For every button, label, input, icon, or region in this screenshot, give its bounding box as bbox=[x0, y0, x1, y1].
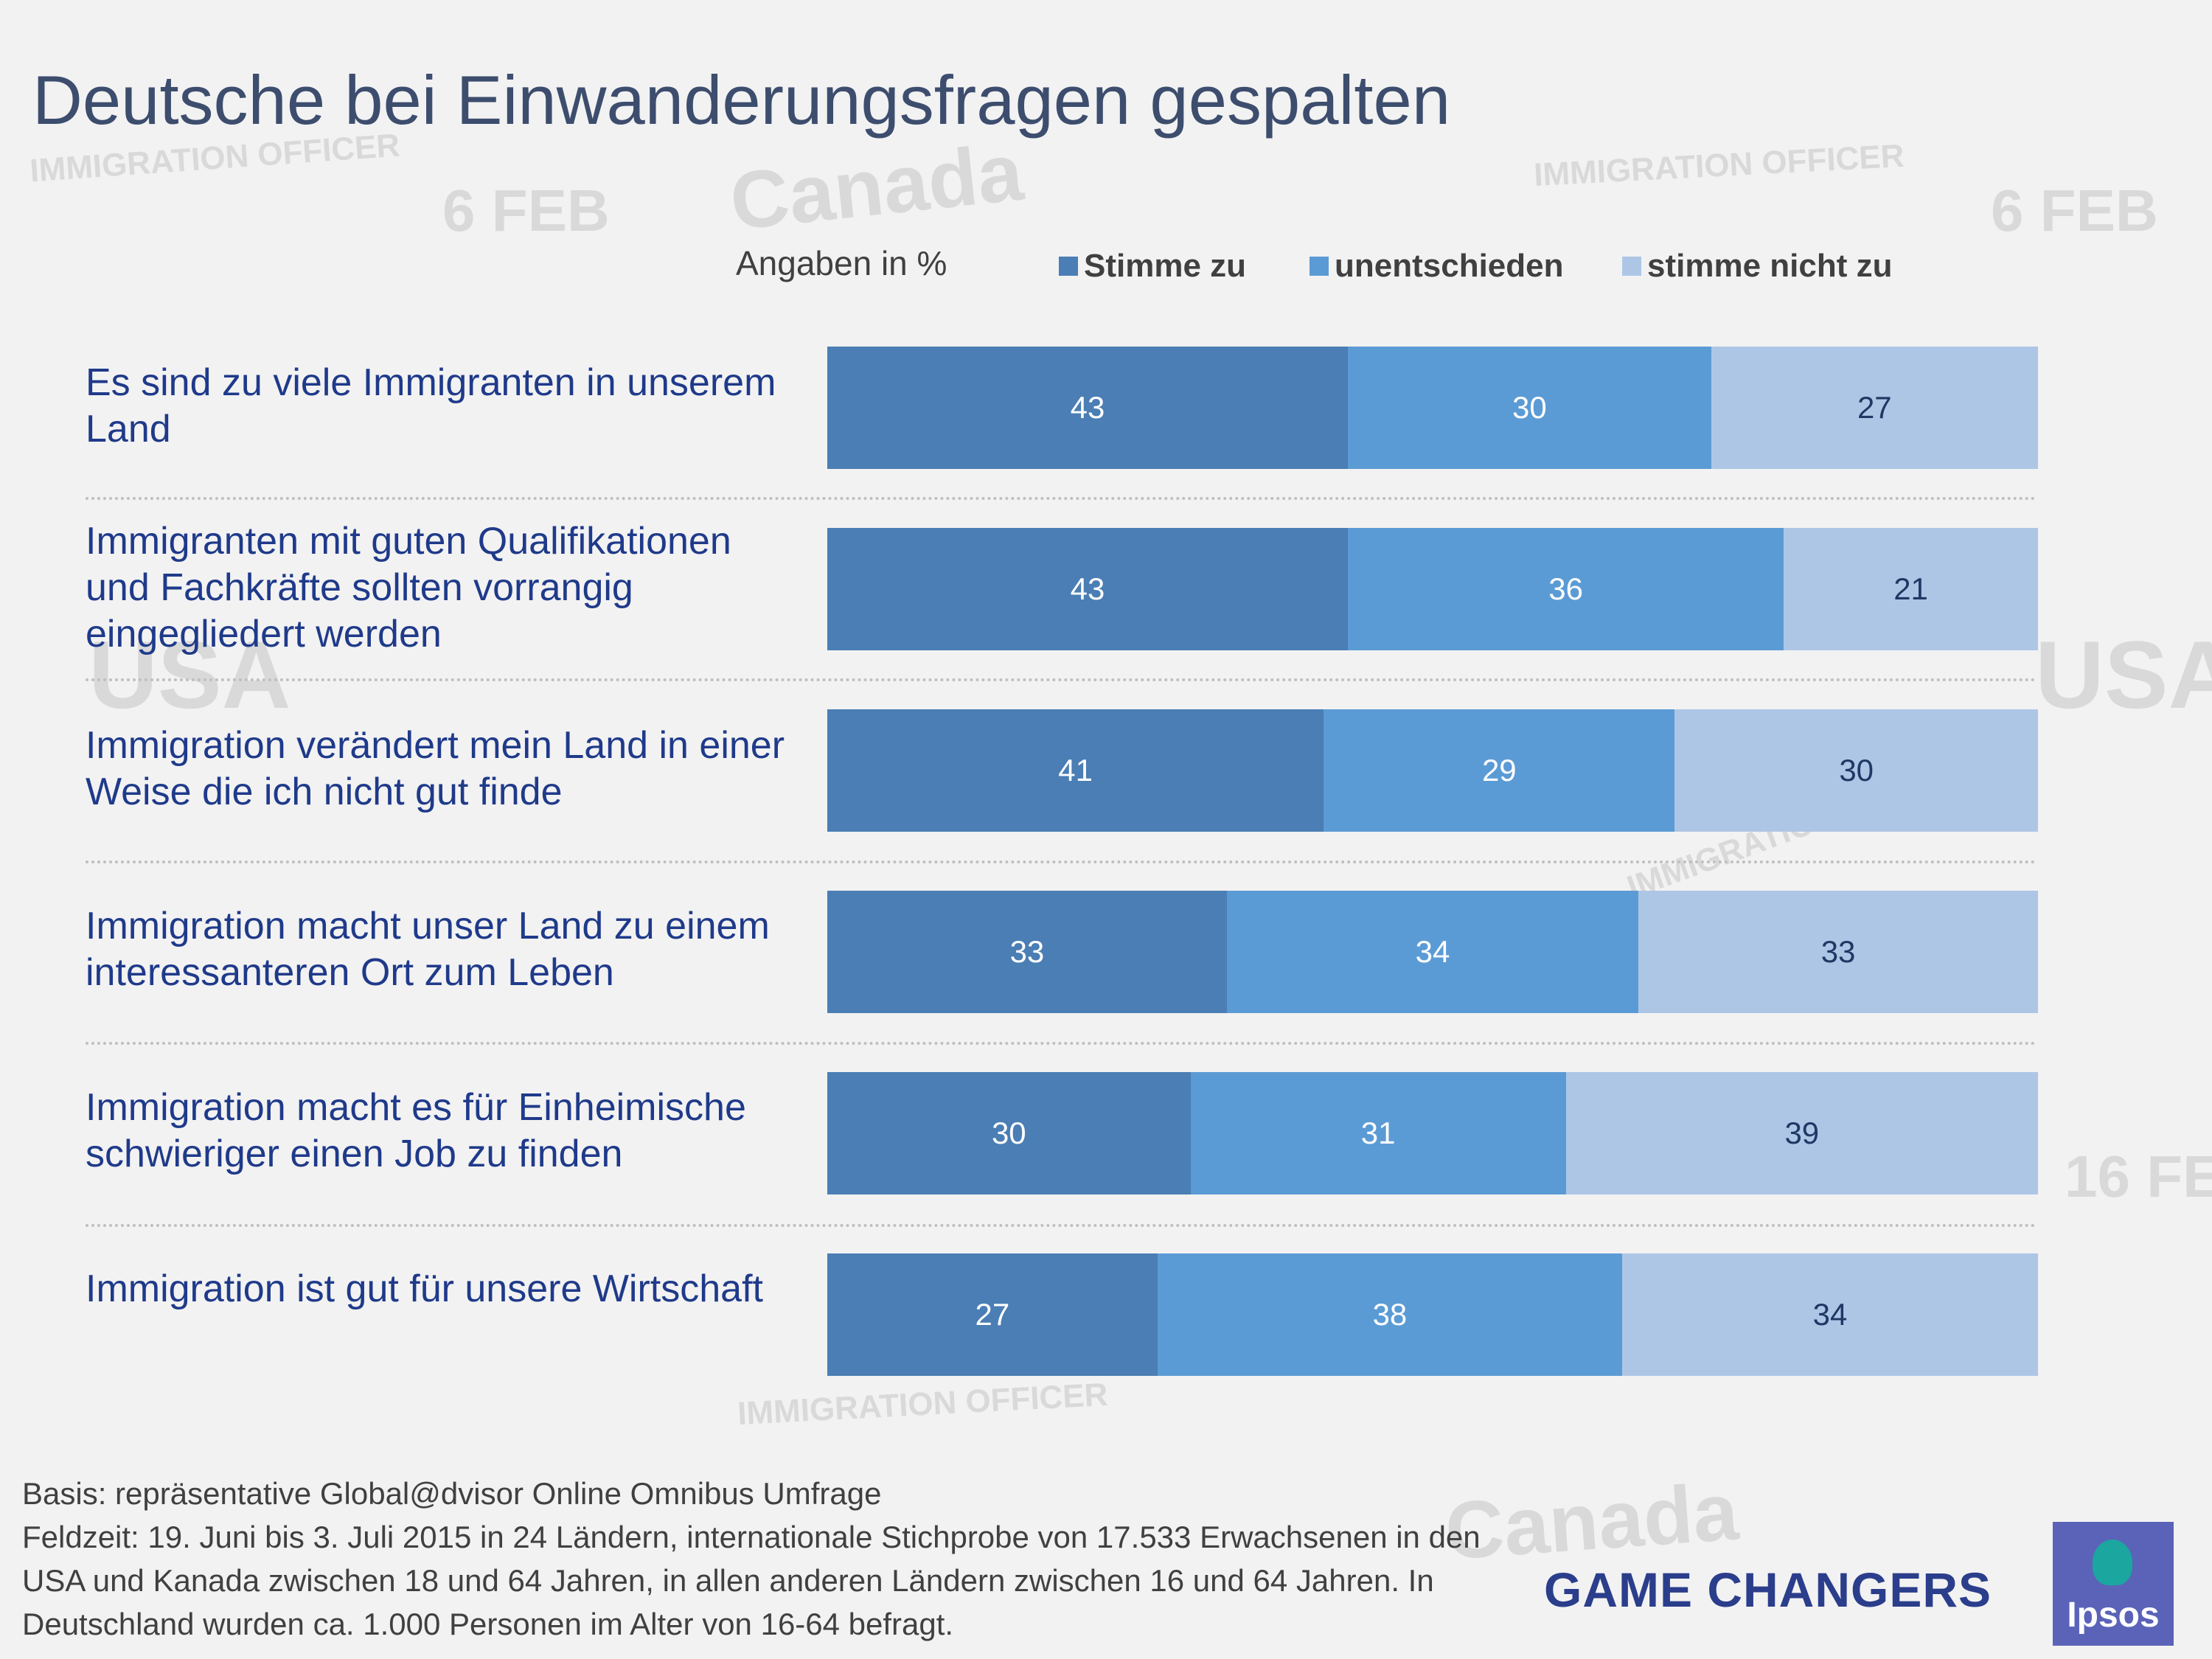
data-label: 30 bbox=[991, 1116, 1026, 1150]
legend-swatch-unentschieden bbox=[1310, 257, 1329, 276]
bar-segment-stimme-zu: 33 bbox=[827, 891, 1227, 1013]
bar-segment-unentschieden: 34 bbox=[1226, 891, 1639, 1013]
data-label: 27 bbox=[975, 1297, 1010, 1332]
data-label: 41 bbox=[1058, 753, 1093, 787]
legend-label-unentschieden: unentschieden bbox=[1335, 248, 1564, 284]
bar-segment-stimme-zu: 30 bbox=[827, 1072, 1191, 1194]
bar-row: 27 38 34 bbox=[827, 1253, 2038, 1376]
row-separator bbox=[86, 1042, 2037, 1045]
background-stamp-decoration: IMMIGRATION OFFICER bbox=[737, 1376, 1109, 1433]
bar-segment-unentschieden: 29 bbox=[1324, 709, 1675, 832]
category-label: Immigranten mit guten Qualifikationen un… bbox=[86, 520, 731, 655]
bar-row: 30 31 39 bbox=[827, 1072, 2038, 1194]
legend-item-unentschieden: unentschieden bbox=[1310, 248, 1564, 285]
footnote-basis: Basis: repräsentative Global@dvisor Onli… bbox=[22, 1476, 882, 1511]
footnote: Basis: repräsentative Global@dvisor Onli… bbox=[22, 1472, 1541, 1646]
row-separator bbox=[86, 497, 2037, 500]
ipsos-head-icon bbox=[2093, 1540, 2132, 1585]
game-changers-slogan: GAME CHANGERS bbox=[1544, 1562, 1992, 1617]
bar-segment-stimme-nicht-zu: 21 bbox=[1784, 528, 2038, 650]
data-label: 29 bbox=[1481, 753, 1517, 787]
background-stamp-decoration: 16 FEB bbox=[2065, 1144, 2212, 1209]
background-stamp-decoration: IMMIGRATION OFFICER bbox=[1533, 137, 1905, 194]
unit-label: Angaben in % bbox=[736, 244, 947, 282]
bar-segment-stimme-zu: 27 bbox=[827, 1253, 1158, 1376]
background-stamp-decoration: 6 FEB bbox=[1991, 178, 2158, 243]
bar-segment-stimme-nicht-zu: 34 bbox=[1622, 1253, 2038, 1376]
ipsos-logo: Ipsos bbox=[2053, 1522, 2174, 1646]
data-label: 34 bbox=[1812, 1297, 1848, 1332]
bar-segment-stimme-nicht-zu: 33 bbox=[1638, 891, 2038, 1013]
background-stamp-decoration: 6 FEB bbox=[442, 178, 610, 243]
legend-swatch-stimme-nicht-zu bbox=[1622, 257, 1641, 276]
background-stamp-decoration: USA bbox=[2035, 621, 2212, 728]
category-label: Immigration macht es für Einheimische sc… bbox=[86, 1086, 746, 1175]
bar-segment-stimme-zu: 41 bbox=[827, 709, 1324, 832]
bar-segment-stimme-zu: 43 bbox=[827, 347, 1349, 469]
bar-segment-stimme-nicht-zu: 27 bbox=[1711, 347, 2038, 469]
chart-title: Deutsche bei Einwanderungsfragen gespalt… bbox=[32, 61, 1451, 139]
row-separator bbox=[86, 860, 2037, 863]
data-label: 38 bbox=[1372, 1297, 1408, 1332]
legend-swatch-stimme-zu bbox=[1059, 257, 1078, 276]
bar-segment-stimme-nicht-zu: 30 bbox=[1674, 709, 2038, 832]
data-label: 31 bbox=[1360, 1116, 1396, 1150]
data-label: 33 bbox=[1009, 934, 1045, 969]
data-label: 21 bbox=[1893, 571, 1928, 606]
data-label: 43 bbox=[1070, 390, 1105, 425]
legend-label-stimme-zu: Stimme zu bbox=[1084, 248, 1247, 284]
legend-item-stimme-zu: Stimme zu bbox=[1059, 248, 1246, 285]
bar-row: 43 30 27 bbox=[827, 347, 2038, 469]
data-label: 30 bbox=[1512, 390, 1547, 425]
data-label: 39 bbox=[1784, 1116, 1820, 1150]
bar-row: 41 29 30 bbox=[827, 709, 2038, 832]
data-label: 27 bbox=[1857, 390, 1892, 425]
data-label: 33 bbox=[1820, 934, 1856, 969]
data-label: 30 bbox=[1839, 753, 1874, 787]
bar-row: 33 34 33 bbox=[827, 891, 2038, 1013]
footnote-fieldwork: Feldzeit: 19. Juni bis 3. Juli 2015 in 2… bbox=[22, 1520, 1481, 1641]
row-separator bbox=[86, 678, 2037, 681]
category-label: Immigration verändert mein Land in einer… bbox=[86, 724, 785, 813]
bar-segment-unentschieden: 30 bbox=[1348, 347, 1711, 469]
legend-item-stimme-nicht-zu: stimme nicht zu bbox=[1622, 248, 1893, 285]
bar-segment-unentschieden: 36 bbox=[1348, 528, 1784, 650]
data-label: 43 bbox=[1070, 571, 1105, 606]
row-separator bbox=[86, 1224, 2037, 1227]
legend-label-stimme-nicht-zu: stimme nicht zu bbox=[1647, 248, 1893, 284]
bar-row: 43 36 21 bbox=[827, 528, 2038, 650]
data-label: 36 bbox=[1548, 571, 1583, 606]
category-label: Immigration macht unser Land zu einem in… bbox=[86, 905, 770, 994]
background-stamp-decoration: Canada bbox=[726, 126, 1027, 248]
ipsos-logo-text: Ipsos bbox=[2067, 1596, 2160, 1635]
data-label: 34 bbox=[1415, 934, 1450, 969]
bar-segment-stimme-nicht-zu: 39 bbox=[1565, 1072, 2038, 1194]
bar-segment-stimme-zu: 43 bbox=[827, 528, 1349, 650]
bar-segment-unentschieden: 38 bbox=[1157, 1253, 1623, 1376]
category-label: Es sind zu viele Immigranten in unserem … bbox=[86, 361, 776, 451]
category-label: Immigration ist gut für unsere Wirtschaf… bbox=[86, 1267, 763, 1310]
bar-segment-unentschieden: 31 bbox=[1190, 1072, 1566, 1194]
